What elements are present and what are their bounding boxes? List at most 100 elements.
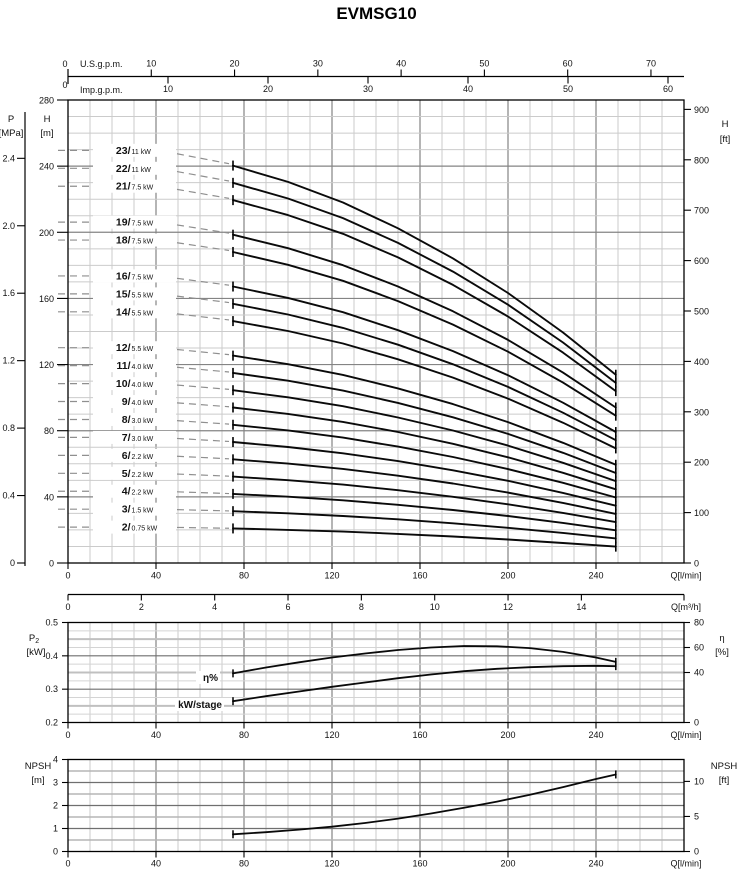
- curve-label-power-7: 3.0 kW: [132, 436, 154, 443]
- kw-per-stage-curve-label: kW/stage: [178, 700, 222, 711]
- efficiency-curve: [232, 645, 617, 675]
- curve-label-power-21: 7.5 kW: [132, 185, 154, 192]
- curve-label-power-15: 5.5 kW: [132, 292, 154, 299]
- curve-label-power-4: 2.2 kW: [132, 490, 154, 497]
- flow-lmin-tick-label: 120: [324, 571, 339, 581]
- curve-label-power-23: 11 kW: [132, 149, 152, 156]
- curve-7-stages: [232, 441, 617, 507]
- flow-lmin-axis-title: Q[l/min]: [670, 571, 701, 581]
- npsh-m-tick-label: 0: [53, 847, 58, 857]
- head-axis-ft: 0 100 200 300 400 500 600 700 800 900 H [ft]: [684, 105, 730, 569]
- curve-18-stages: [232, 251, 617, 417]
- curve-label-backplate: [93, 430, 176, 444]
- efficiency-tick-label: 0: [694, 718, 699, 728]
- curve-4-stages: [232, 492, 617, 532]
- head-m-axis-title: H: [44, 114, 51, 125]
- curve-8-stages: [232, 423, 617, 499]
- impgpm-axis-title: Imp.g.p.m.: [80, 85, 123, 95]
- power-axis-unit: [kW]: [27, 647, 46, 658]
- impgpm-tick-label: 10: [163, 84, 173, 94]
- pressure-axis-title: P: [8, 114, 14, 125]
- power-kw-tick-label: 0.3: [45, 684, 58, 694]
- pressure-axis-mpa: 0 0.4 0.8 1.2 1.6 2.0 2.4 P [MPa]: [0, 112, 26, 568]
- usgpm-tick-label: 40: [396, 59, 406, 69]
- curve-label-power-6: 2.2 kW: [132, 454, 154, 461]
- curve-label-stages-5: 5/: [122, 468, 131, 480]
- npsh-curve: [232, 773, 617, 836]
- curve-label-power-5: 2.2 kW: [132, 472, 154, 479]
- head-m-tick-label: 280: [39, 96, 54, 106]
- flow-lmin-tick-label: 40: [151, 571, 161, 581]
- flow-axis-lmin: 0 40 80 120 160 200 240 Q[l/min]: [65, 563, 702, 581]
- head-ft-axis-title: H: [722, 119, 729, 130]
- pressure-tick-label: 2.4: [2, 153, 15, 163]
- npsh-flow-tick-label: 240: [588, 859, 603, 869]
- head-ft-tick-label: 100: [694, 508, 709, 518]
- flow-m3h-tick-label: 0: [65, 602, 70, 612]
- curve-label-stages-2: 2/: [122, 522, 131, 534]
- gpm-axes: 0 U.S.g.p.m. 10 20 30 40 50 60 70 0 Imp.g.p.m. 10 20…: [62, 59, 684, 95]
- head-m-tick-label: 40: [44, 492, 54, 502]
- head-m-tick-label: 240: [39, 162, 54, 172]
- flow-m3h-tick-label: 6: [286, 602, 291, 612]
- power-efficiency-curves: η% kW/stage: [175, 645, 617, 711]
- head-ft-tick-label: 700: [694, 206, 709, 216]
- curve-label-backplate: [93, 466, 176, 480]
- curve-label-stages-11: 11/: [116, 360, 130, 372]
- efficiency-axis-title: η: [719, 633, 724, 644]
- curve-label-stages-4: 4/: [122, 486, 131, 498]
- pressure-tick-label: 0.4: [2, 491, 15, 501]
- flow-m3h-tick-label: 8: [359, 602, 364, 612]
- curve-label-power-11: 4.0 kW: [132, 364, 154, 371]
- curve-label-backplate: [93, 215, 176, 229]
- npsh-m-tick-label: 3: [53, 778, 58, 788]
- npsh-ft-tick-label: 10: [694, 776, 704, 786]
- curve-label-stages-15: 15/: [116, 288, 131, 300]
- head-ft-tick-label: 900: [694, 105, 709, 115]
- curve-label-backplate: [93, 502, 176, 516]
- impgpm-tick-label: 30: [363, 84, 373, 94]
- npsh-curve-group: [232, 770, 617, 839]
- curve-label-backplate: [93, 448, 176, 462]
- power-flow-tick-label: 160: [412, 730, 427, 740]
- curve-label-stages-14: 14/: [116, 306, 131, 318]
- curve-label-power-10: 4.0 kW: [132, 382, 154, 389]
- curve-21-stages: [232, 199, 617, 393]
- npsh-ft-axis-unit: [ft]: [719, 775, 730, 786]
- npsh-flow-tick-label: 120: [324, 859, 339, 869]
- curve-label-power-19: 7.5 kW: [132, 221, 154, 228]
- curve-label-backplate: [93, 341, 176, 355]
- head-m-axis-unit: [m]: [40, 128, 53, 139]
- curve-label-stages-19: 19/: [116, 217, 131, 229]
- npsh-flow-tick-label: 0: [65, 859, 70, 869]
- curve-label-stages-16: 16/: [116, 270, 131, 282]
- power-flow-tick-label: 80: [239, 730, 249, 740]
- curve-label-stages-10: 10/: [116, 378, 131, 390]
- impgpm-tick-label: 50: [563, 84, 573, 94]
- curve-2-stages: [232, 527, 617, 548]
- curve-label-stages-22: 22/: [116, 163, 131, 175]
- npsh-flow-tick-label: 160: [412, 859, 427, 869]
- power-flow-tick-label: 40: [151, 730, 161, 740]
- power-flow-tick-label: 240: [588, 730, 603, 740]
- npsh-m-tick-label: 4: [53, 755, 58, 765]
- curve-9-stages: [232, 406, 617, 491]
- curve-label-stages-12: 12/: [116, 342, 131, 354]
- usgpm-tick-label: 70: [646, 59, 656, 69]
- curve-label-power-14: 5.5 kW: [132, 310, 154, 317]
- flow-m3h-tick-label: 2: [139, 602, 144, 612]
- curve-label-backplate: [93, 484, 176, 498]
- usgpm-zero-label: 0: [62, 59, 67, 69]
- flow-m3h-axis-title: Q[m³/h]: [671, 602, 701, 612]
- flow-lmin-tick-label: 160: [412, 571, 427, 581]
- usgpm-tick-label: 50: [479, 59, 489, 69]
- curve-label-power-8: 3.0 kW: [132, 418, 154, 425]
- curve-16-stages: [232, 285, 617, 433]
- page-title: EVMSG10: [336, 4, 417, 23]
- flow-lmin-tick-label: 200: [500, 571, 515, 581]
- impgpm-zero-label: 0: [62, 80, 67, 90]
- curve-label-stages-21: 21/: [116, 181, 131, 193]
